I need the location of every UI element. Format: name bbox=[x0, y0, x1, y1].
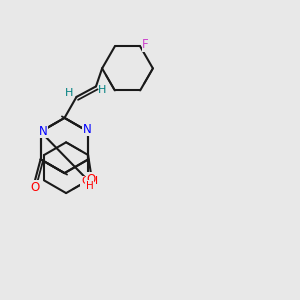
Text: F: F bbox=[142, 38, 149, 51]
Text: H: H bbox=[86, 182, 94, 192]
Text: OH: OH bbox=[81, 176, 98, 186]
Text: H: H bbox=[86, 181, 94, 191]
Text: H: H bbox=[65, 88, 73, 98]
Text: O: O bbox=[30, 181, 39, 194]
Text: H: H bbox=[98, 85, 106, 95]
Text: N: N bbox=[82, 123, 91, 136]
Text: N: N bbox=[39, 124, 47, 138]
Text: O: O bbox=[86, 172, 96, 185]
